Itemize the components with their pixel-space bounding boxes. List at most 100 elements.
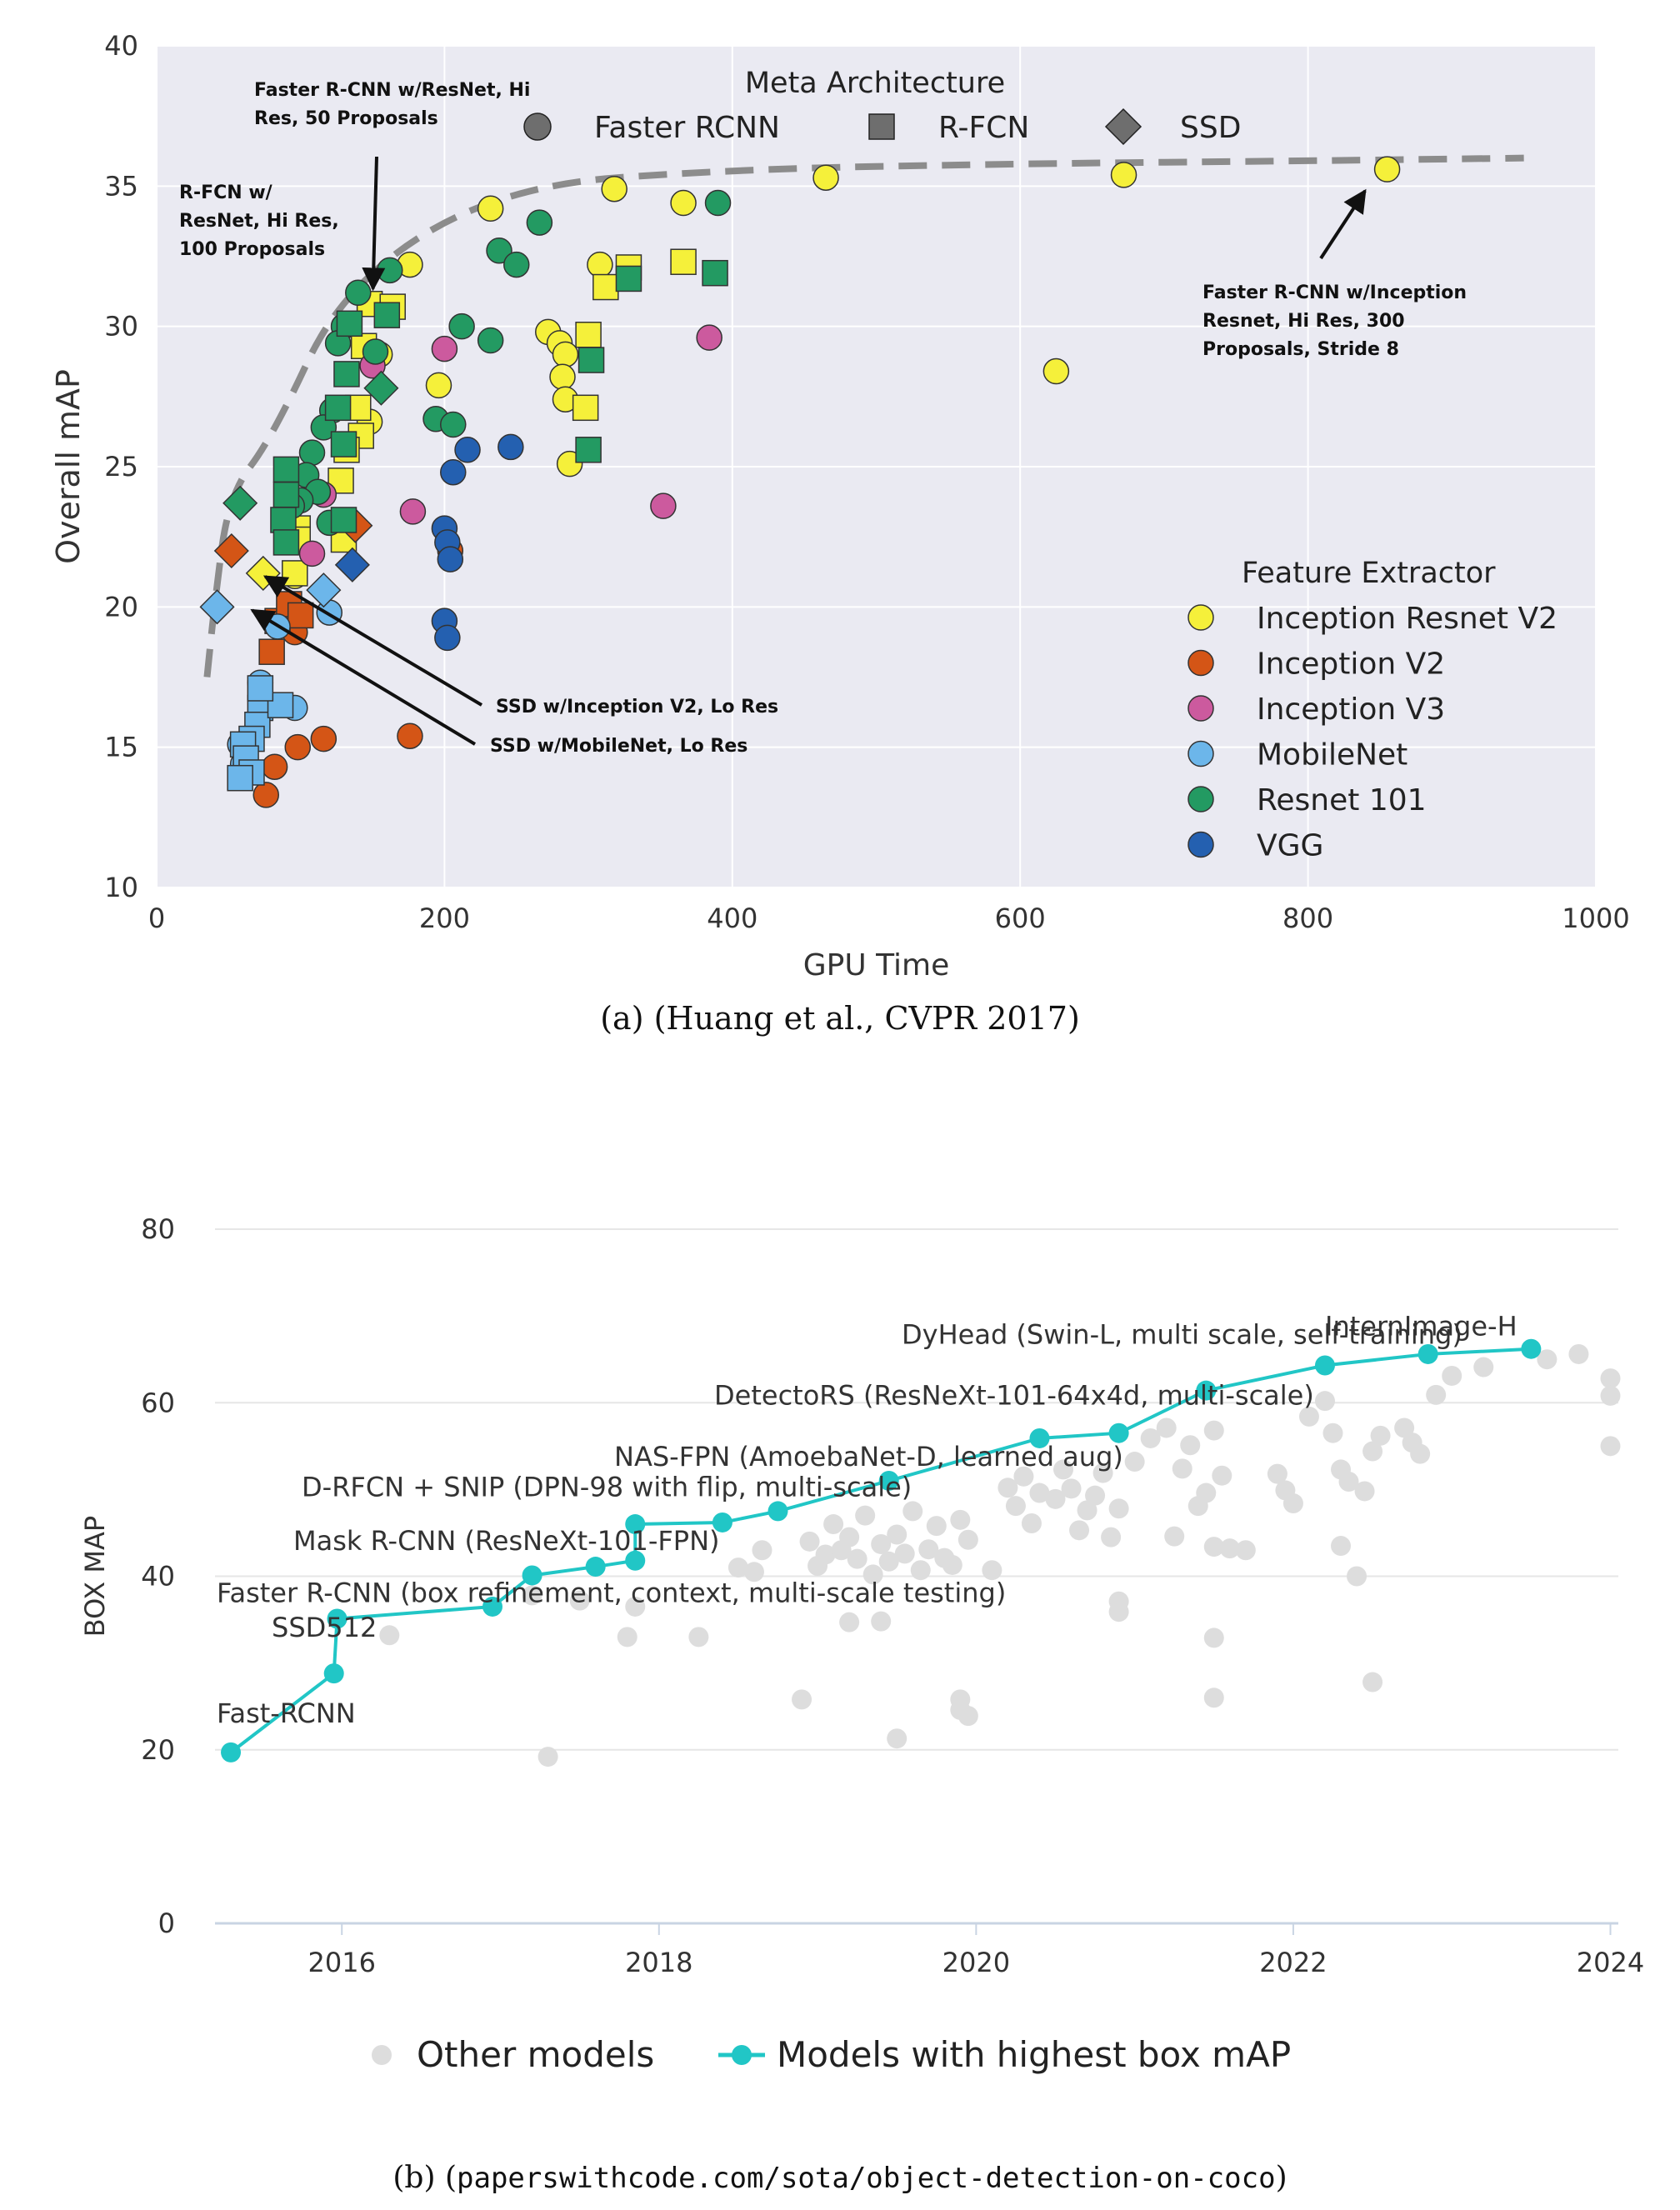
other-model-point [1013, 1466, 1034, 1487]
other-model-point [926, 1516, 947, 1537]
other-model-point [1219, 1538, 1240, 1559]
x-axis-label: GPU Time [803, 948, 950, 982]
data-point-circle [696, 324, 722, 351]
other-model-point [1092, 1462, 1113, 1483]
y-tick-label: 35 [104, 170, 138, 202]
x-tick-label: 2024 [1577, 1947, 1644, 1978]
other-model-point [1235, 1540, 1256, 1561]
data-point-circle [362, 338, 389, 365]
other-model-point [910, 1560, 931, 1581]
other-model-point [878, 1551, 899, 1572]
other-model-point [1600, 1385, 1621, 1406]
y-tick-label: 40 [104, 30, 138, 62]
x-tick-label: 400 [707, 902, 758, 934]
data-point-circle [440, 411, 467, 438]
data-point-circle [587, 251, 613, 278]
other-model-point [942, 1554, 962, 1575]
other-model-point [379, 1625, 400, 1646]
other-model-point [1338, 1472, 1359, 1492]
other-model-point [1180, 1435, 1201, 1456]
other-model-point [569, 1590, 590, 1611]
feature-legend-label: Inception V2 [1257, 648, 1445, 682]
frontier-curve [203, 154, 1524, 678]
other-model-point [1322, 1422, 1343, 1443]
data-point-square [330, 507, 358, 533]
y-tick-label: 30 [104, 311, 138, 342]
legend-sota-marker [732, 2045, 752, 2065]
data-point-circle [298, 439, 326, 466]
feature-legend-label: Inception V3 [1257, 692, 1445, 727]
sota-point-label: Mask R-CNN (ResNeXt-101-FPN) [293, 1525, 720, 1557]
feature-legend-label: Resnet 101 [1257, 783, 1427, 818]
sota-point-label: DyHead (Swin-L, multi scale, self-traini… [902, 1318, 1462, 1350]
data-point-circle [704, 189, 732, 217]
y-tick-label: 80 [141, 1213, 175, 1245]
other-model-point [1196, 1482, 1217, 1503]
other-model-point [1362, 1441, 1383, 1462]
caption-a: (a) (Huang et al., CVPR 2017) [600, 1000, 1080, 1037]
annotation-arrow [250, 608, 477, 746]
data-point-circle [448, 312, 475, 340]
other-model-point [1203, 1537, 1224, 1558]
data-point-circle [1373, 156, 1401, 182]
other-model-point [1069, 1520, 1090, 1541]
sota-point [221, 1742, 242, 1762]
other-model-point [1267, 1463, 1288, 1484]
other-model-point [1314, 1391, 1335, 1412]
y-tick-label: 60 [141, 1387, 175, 1418]
other-model-point [1298, 1406, 1319, 1427]
data-point-square [270, 507, 297, 533]
other-model-point [1537, 1349, 1558, 1370]
other-model-point [958, 1529, 978, 1550]
data-point-square [330, 431, 358, 458]
legend-feature-marker [1188, 831, 1214, 858]
other-model-point [1347, 1566, 1368, 1587]
data-point-square [324, 394, 352, 422]
data-point-circle [670, 189, 697, 217]
other-model-point [1005, 1496, 1026, 1517]
feature-legend-title: Feature Extractor [1242, 557, 1496, 590]
x-tick-label: 2022 [1259, 1947, 1327, 1978]
other-model-point [1370, 1425, 1391, 1446]
data-point-circle [486, 238, 512, 264]
meta-legend-label: R-FCN [938, 111, 1029, 145]
annotation-text: R-FCN w/ [179, 182, 273, 203]
data-point-diamond [199, 589, 235, 625]
feature-legend-label: Inception Resnet V2 [1257, 602, 1558, 636]
data-point-circle [552, 341, 579, 368]
data-point-circle [440, 458, 467, 486]
data-point-diamond [306, 572, 342, 608]
other-model-point [799, 1531, 820, 1552]
other-model-point [617, 1627, 638, 1648]
data-point-square [272, 456, 300, 483]
data-point-circle [526, 209, 553, 236]
other-model-point [1053, 1459, 1074, 1480]
meta-legend-label: SSD [1180, 111, 1241, 145]
other-model-point [1212, 1465, 1232, 1486]
y-tick-label: 0 [158, 1908, 175, 1939]
other-model-point [871, 1611, 892, 1632]
legend-feature-marker [1188, 604, 1214, 631]
other-model-point [894, 1543, 915, 1564]
other-model-point [950, 1509, 971, 1530]
data-point-circle [431, 335, 458, 362]
other-model-point [1331, 1536, 1352, 1557]
data-point-square [578, 347, 605, 373]
other-model-point [1021, 1512, 1042, 1533]
data-point-square [670, 248, 697, 275]
other-model-point [902, 1501, 923, 1522]
other-model-point [1426, 1384, 1447, 1405]
data-point-circle [298, 540, 326, 568]
feature-legend-label: VGG [1257, 829, 1323, 863]
legend-sota-label: Models with highest box mAP [777, 2034, 1291, 2075]
y-tick-label: 10 [104, 872, 138, 903]
sota-point [1314, 1355, 1335, 1376]
legend-square-marker [868, 113, 895, 140]
other-model-point [1442, 1365, 1462, 1386]
data-point-circle [425, 372, 452, 399]
other-model-point [918, 1539, 939, 1560]
other-model-point [1108, 1498, 1129, 1519]
data-point-diamond [222, 485, 258, 521]
sota-point [482, 1596, 502, 1617]
